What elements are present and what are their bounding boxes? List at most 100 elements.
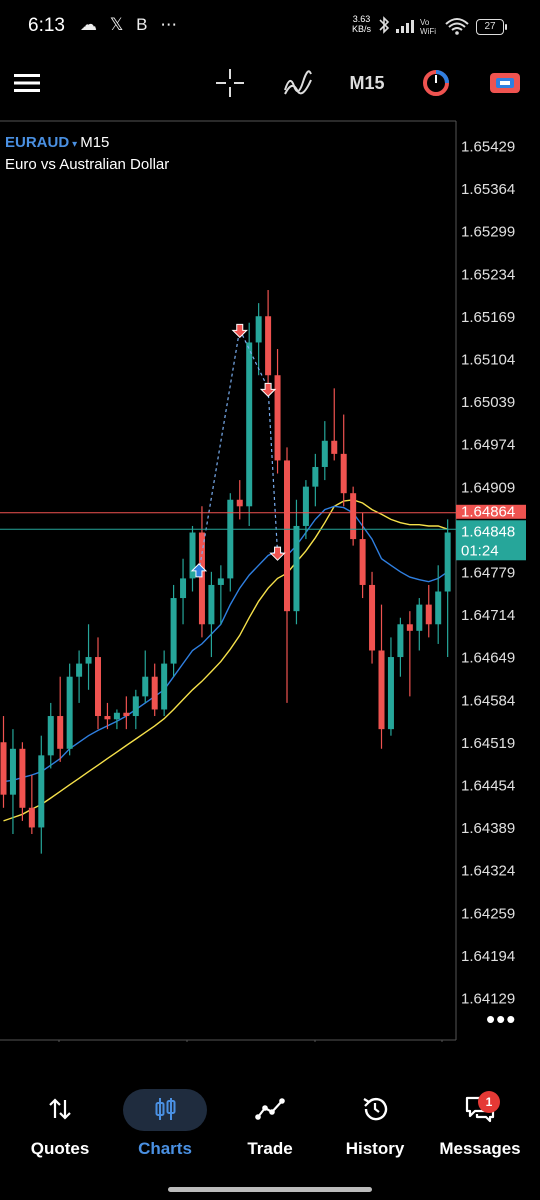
- nav-quotes[interactable]: Quotes: [8, 1088, 112, 1164]
- trade-history-line: [198, 327, 279, 572]
- candle-body: [312, 466, 319, 487]
- crosshair-button[interactable]: [214, 66, 246, 100]
- charts-icon: [155, 1098, 176, 1120]
- moving-average-fast: [3, 505, 449, 783]
- battery-icon: 27: [476, 19, 507, 35]
- indicators-button[interactable]: [282, 66, 314, 100]
- trade-icon: [255, 1098, 285, 1120]
- home-indicator[interactable]: [168, 1187, 372, 1192]
- candle-body: [217, 578, 224, 585]
- nav-charts-label: Charts: [138, 1139, 192, 1158]
- candle-body: [340, 453, 347, 494]
- price-tick-label: 1.64194: [461, 948, 515, 965]
- symbol-name[interactable]: EURAUD: [5, 134, 70, 151]
- moving-average-slow: [3, 499, 448, 822]
- candle-body: [19, 748, 26, 808]
- svg-text:WiFi: WiFi: [420, 27, 436, 36]
- candle-body: [47, 716, 54, 756]
- nav-quotes-label: Quotes: [30, 1139, 90, 1158]
- sell-arrow-icon: [269, 546, 286, 561]
- signal-icon: [396, 20, 414, 33]
- candle-body: [236, 499, 243, 507]
- candle-body: [95, 657, 101, 717]
- ask-price-label: 1.64864: [461, 503, 515, 520]
- timeframe-label: M15: [349, 72, 385, 93]
- status-time: 6:13: [28, 15, 65, 36]
- nav-charts[interactable]: Charts: [113, 1088, 217, 1164]
- price-tick-label: 1.64909: [461, 479, 515, 496]
- candle-body: [208, 584, 215, 625]
- nav-history-label: History: [345, 1139, 405, 1158]
- candle-body: [9, 748, 16, 795]
- bid-price-label-bg: [456, 520, 526, 561]
- price-tick-label: 1.64714: [461, 607, 515, 624]
- price-tick-label: 1.65299: [461, 224, 515, 241]
- one-click-trading-icon: [423, 70, 449, 96]
- price-tick-label: 1.64389: [461, 820, 515, 837]
- candle-body: [132, 696, 139, 717]
- candle-body: [151, 676, 158, 710]
- sell-arrow-icon: [231, 323, 248, 339]
- candle-body: [425, 604, 432, 625]
- symbol-caret-icon[interactable]: ▾: [72, 139, 78, 150]
- price-tick-label: 1.64584: [461, 692, 515, 709]
- symbol-timeframe: M15: [80, 134, 110, 151]
- candle-body: [359, 539, 366, 585]
- bar-countdown-timer: 01:24: [461, 542, 499, 559]
- nav-trade-label: Trade: [247, 1139, 293, 1158]
- buy-arrow-icon: [190, 563, 208, 578]
- candle-body: [416, 604, 423, 631]
- nav-trade[interactable]: Trade: [218, 1088, 322, 1164]
- history-icon: [363, 1097, 388, 1121]
- quotes-icon: [49, 1098, 71, 1120]
- candle-body: [369, 584, 376, 651]
- price-tick-label: 1.65104: [461, 352, 515, 369]
- nav-messages-label: Messages: [439, 1139, 521, 1158]
- price-chart[interactable]: 1.65429 1.65364 1.65299 1.65234 1.65169 1.651…: [0, 120, 540, 1042]
- messages-badge: 1: [478, 1091, 500, 1113]
- price-tick-label: 1.64324: [461, 863, 515, 880]
- active-tab-indicator: [123, 1089, 207, 1131]
- chart-type-icon: [490, 73, 520, 93]
- chart-toolbar: M15: [0, 52, 540, 114]
- candle-body: [321, 440, 328, 467]
- more-options-icon[interactable]: •••: [486, 1004, 517, 1034]
- price-tick-label: 1.64519: [461, 735, 515, 752]
- price-tick-label: 1.65039: [461, 394, 515, 411]
- candle-body: [85, 657, 92, 664]
- candle-body: [246, 342, 253, 507]
- candle-body: [397, 624, 404, 658]
- timeframe-button[interactable]: M15: [346, 66, 388, 100]
- one-click-trading-button[interactable]: [420, 66, 452, 100]
- candle-body: [378, 650, 385, 730]
- menu-button[interactable]: [12, 66, 42, 100]
- candle-body: [161, 663, 168, 710]
- sell-arrow-icon: [259, 382, 277, 398]
- candle-body: [28, 807, 35, 828]
- candle-body: [0, 742, 7, 795]
- status-notification-icons: ☁ 𝕏 B ⋯: [80, 15, 182, 34]
- candle-body: [444, 532, 451, 592]
- chart-symbol-info: EURAUD ▾ M15 Euro vs Australian Dollar: [5, 134, 169, 173]
- network-speed: 3.63 KB/s: [352, 14, 371, 34]
- candle-body: [284, 460, 290, 612]
- candle-body: [274, 375, 281, 461]
- nav-history[interactable]: History: [323, 1088, 427, 1164]
- status-bar: 6:13 ☁ 𝕏 B ⋯ 3.63 KB/s Vo WiFi 27: [0, 0, 540, 52]
- bid-price-label: 1.64848: [461, 523, 515, 540]
- price-tick-label: 1.65364: [461, 181, 515, 198]
- candle-body: [435, 591, 442, 625]
- candle-body: [180, 578, 187, 599]
- price-tick-label: 1.65429: [461, 139, 515, 156]
- candle-body: [170, 598, 177, 664]
- chart-type-button[interactable]: [488, 66, 522, 100]
- bluetooth-icon: [379, 16, 390, 34]
- bottom-navigation: Quotes Charts Trade: [0, 1080, 540, 1170]
- candle-body: [331, 440, 338, 454]
- candle-body: [38, 755, 45, 828]
- candle-body: [104, 716, 111, 720]
- candle-body: [198, 532, 205, 625]
- candle-body: [142, 676, 149, 697]
- wifi-icon: [445, 18, 469, 31]
- candle-body: [387, 657, 394, 730]
